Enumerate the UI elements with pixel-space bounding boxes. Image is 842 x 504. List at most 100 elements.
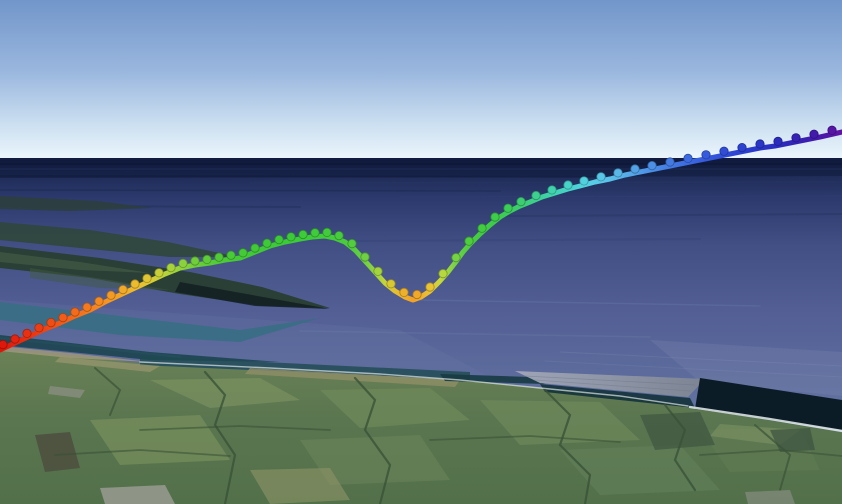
track-point[interactable] — [477, 223, 487, 233]
sea-streak — [0, 189, 501, 192]
track-point[interactable] — [262, 238, 272, 248]
track-point[interactable] — [773, 136, 783, 146]
track-point[interactable] — [202, 254, 212, 264]
bay-ripple-line — [524, 375, 696, 386]
headland-near — [0, 246, 330, 308]
headland-mid — [0, 222, 238, 257]
track-point[interactable] — [0, 340, 8, 350]
track-point[interactable] — [809, 129, 819, 139]
track-point[interactable] — [547, 185, 557, 195]
track-point[interactable] — [516, 197, 526, 207]
track-point[interactable] — [130, 279, 140, 289]
surf-right — [688, 405, 842, 433]
track-point[interactable] — [10, 334, 20, 344]
track-point[interactable] — [503, 203, 513, 213]
tan-coastal-strip — [245, 368, 460, 387]
sea-light-patch — [650, 340, 842, 396]
track-point[interactable] — [334, 231, 344, 241]
track-point[interactable] — [665, 157, 675, 167]
track-point[interactable] — [250, 243, 260, 253]
track-point[interactable] — [737, 143, 747, 153]
sky — [0, 0, 842, 161]
sea-ripple — [544, 360, 842, 378]
track-point[interactable] — [399, 287, 409, 297]
field-patch-tan — [250, 468, 350, 504]
track-point[interactable] — [58, 312, 68, 323]
track-point[interactable] — [412, 289, 422, 300]
track-point[interactable] — [70, 307, 80, 317]
track-point[interactable] — [373, 266, 383, 276]
flight-track — [0, 125, 842, 353]
sea-ripple — [419, 299, 761, 307]
bay-dark-water — [695, 378, 842, 430]
track-point[interactable] — [563, 180, 573, 190]
track-point[interactable] — [238, 248, 248, 258]
track-point[interactable] — [438, 269, 448, 279]
track-point[interactable] — [386, 279, 396, 289]
sea-streak — [349, 238, 701, 242]
track-point[interactable] — [613, 168, 623, 178]
headland-far — [0, 196, 152, 211]
track-point[interactable] — [298, 229, 308, 240]
track-point[interactable] — [82, 302, 92, 312]
surf-main — [139, 361, 689, 407]
track-point[interactable] — [719, 146, 729, 156]
sea-ripple — [299, 330, 651, 338]
track-point[interactable] — [118, 284, 128, 295]
field-patch — [560, 445, 720, 495]
track-point[interactable] — [347, 239, 357, 249]
track-point[interactable] — [755, 139, 765, 149]
headland-field — [0, 252, 150, 273]
track-point[interactable] — [451, 253, 461, 263]
track-point[interactable] — [579, 176, 589, 186]
track-point[interactable] — [274, 235, 284, 245]
track-point[interactable] — [178, 258, 188, 268]
track-point[interactable] — [464, 236, 474, 246]
hedgerow — [543, 388, 592, 504]
hedgerow — [203, 370, 237, 504]
track-point[interactable] — [214, 252, 224, 262]
track-point[interactable] — [683, 153, 693, 163]
track-point[interactable] — [701, 150, 711, 160]
bay-shallow-dark — [440, 374, 545, 384]
hedgerow — [429, 435, 621, 443]
track-point[interactable] — [22, 328, 32, 338]
track-point[interactable] — [490, 212, 500, 222]
track-point[interactable] — [190, 256, 200, 266]
track-point[interactable] — [647, 161, 657, 171]
village — [100, 485, 175, 504]
track-point[interactable] — [531, 190, 541, 201]
track-point[interactable] — [322, 227, 332, 237]
hedgerow — [353, 376, 392, 504]
hedgerow — [754, 424, 792, 491]
track-point[interactable] — [106, 290, 116, 300]
woods-patch — [770, 428, 815, 452]
track-point[interactable] — [596, 172, 606, 182]
track-point[interactable] — [154, 268, 164, 278]
field-patch — [480, 400, 640, 445]
track-point[interactable] — [360, 252, 370, 262]
track-point[interactable] — [142, 273, 152, 283]
track-point[interactable] — [630, 164, 640, 174]
field-patch — [150, 378, 300, 408]
field-patch — [300, 435, 450, 485]
beach-left — [0, 346, 150, 362]
woods-patch — [640, 412, 715, 450]
track-point[interactable] — [46, 317, 56, 328]
track-point[interactable] — [226, 250, 236, 260]
track-point[interactable] — [827, 125, 837, 135]
hedgerow — [94, 367, 122, 416]
track-point[interactable] — [791, 133, 801, 143]
track-point[interactable] — [286, 232, 296, 242]
track-point[interactable] — [310, 228, 320, 238]
track-point[interactable] — [34, 323, 44, 333]
cliff-shadow — [175, 282, 330, 309]
track-point[interactable] — [425, 282, 435, 292]
track-point[interactable] — [94, 296, 104, 306]
sea-streak — [0, 175, 601, 178]
track-point[interactable] — [166, 262, 176, 273]
hedgerow — [139, 425, 331, 431]
